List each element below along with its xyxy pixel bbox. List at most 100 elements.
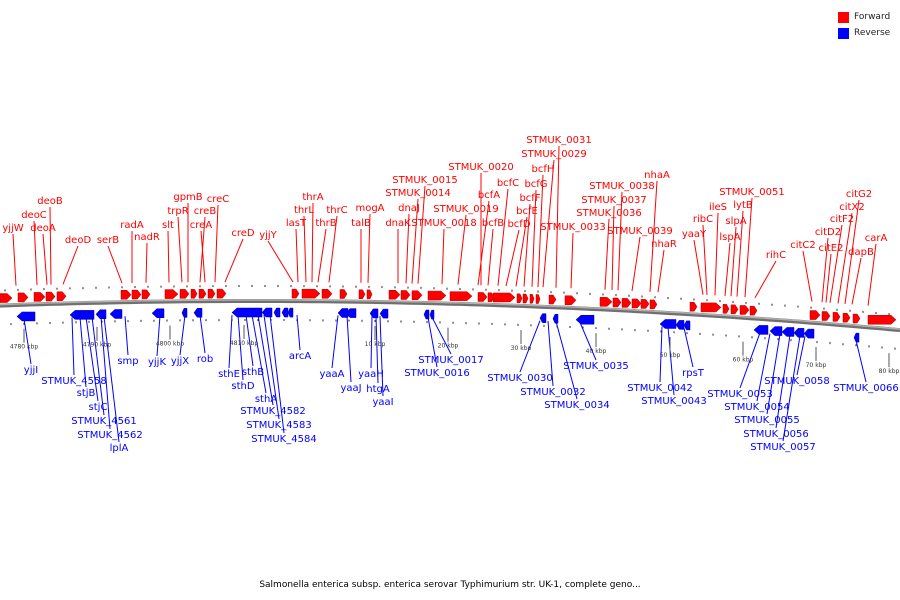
scale-label: 10 kbp bbox=[365, 341, 386, 348]
reverse-gene-label: STMUK_0032 bbox=[520, 387, 585, 398]
forward-gene-label: trpR bbox=[167, 206, 188, 217]
reverse-gene-label: stjC bbox=[89, 402, 108, 413]
forward-gene-label: citF2 bbox=[830, 214, 854, 225]
forward-gene-label: STMUK_0014 bbox=[385, 188, 450, 199]
reverse-gene-arrow bbox=[853, 332, 860, 343]
forward-gene-label: dnaJ bbox=[398, 203, 420, 214]
forward-gene-arrow bbox=[216, 288, 227, 299]
forward-gene-arrow bbox=[141, 289, 151, 300]
forward-gene-arrow bbox=[535, 294, 541, 304]
reverse-gene-arrow bbox=[753, 325, 769, 335]
forward-gene-label: STMUK_0039 bbox=[607, 226, 672, 237]
reverse-gene-label: STMUK_0017 bbox=[418, 355, 483, 366]
forward-gene-label: bcfE bbox=[516, 206, 538, 217]
forward-gene-label: STMUK_0015 bbox=[392, 175, 457, 186]
reverse-gene-label: STMUK_0030 bbox=[487, 373, 552, 384]
forward-gene-label: yjjW bbox=[2, 223, 23, 234]
forward-gene-label: dapB bbox=[848, 247, 874, 258]
forward-gene-label: carA bbox=[865, 233, 888, 244]
scale-label: 30 kbp bbox=[511, 345, 532, 352]
reverse-gene-label: STMUK_0055 bbox=[734, 415, 799, 426]
forward-gene-label: slpA bbox=[725, 216, 746, 227]
reverse-gene-arrow bbox=[781, 327, 795, 337]
reverse-gene-label: STMUK_4562 bbox=[77, 430, 142, 441]
reverse-gene-label: yaaJ bbox=[340, 383, 361, 394]
reverse-gene-label: yjjI bbox=[24, 365, 38, 376]
forward-gene-label: STMUK_0029 bbox=[521, 149, 586, 160]
genome-backbone bbox=[0, 299, 900, 333]
reverse-gene-arrow bbox=[539, 313, 547, 323]
reverse-gene-label: STMUK_4582 bbox=[240, 406, 305, 417]
forward-gene-arrow bbox=[522, 293, 529, 304]
forward-gene-arrow bbox=[749, 305, 758, 316]
forward-gene-arrow bbox=[516, 293, 523, 304]
forward-gene-arrow bbox=[321, 289, 333, 299]
forward-gene-label: deoA bbox=[30, 223, 56, 234]
forward-gene-arrow bbox=[120, 290, 132, 300]
reverse-gene-label: rpsT bbox=[682, 368, 705, 379]
forward-gene-arrow bbox=[17, 292, 29, 303]
forward-gene-label: citD2 bbox=[815, 227, 841, 238]
reverse-gene-arrow bbox=[16, 311, 36, 322]
forward-gene-arrow bbox=[689, 301, 698, 312]
reverse-gene-arrow bbox=[181, 308, 188, 318]
reverse-gene-label: sthD bbox=[231, 381, 254, 392]
reverse-gene-arrow bbox=[552, 313, 559, 324]
forward-gene-label: lspA bbox=[719, 232, 740, 243]
reverse-gene-label: yaaA bbox=[319, 369, 344, 380]
reverse-gene-arrow bbox=[769, 326, 783, 336]
forward-gene-label: radA bbox=[120, 220, 144, 231]
scale-label: 4780 kbp bbox=[10, 344, 38, 351]
forward-gene-label: serB bbox=[97, 235, 119, 246]
reverse-gene-label: STMUK_0066 bbox=[833, 383, 898, 394]
reverse-gene-label: STMUK_0054 bbox=[724, 402, 789, 413]
reverse-gene-label: yaaI bbox=[372, 397, 393, 408]
forward-gene-arrow bbox=[492, 292, 516, 303]
forward-gene-arrow bbox=[449, 291, 473, 301]
scale-label: 4800 kbp bbox=[156, 341, 184, 348]
forward-gene-arrow bbox=[339, 289, 348, 299]
reverse-gene-label: STMUK_4561 bbox=[71, 416, 136, 427]
forward-gene-label: deoB bbox=[37, 196, 63, 207]
gene-features bbox=[0, 285, 897, 350]
forward-gene-label: creA bbox=[190, 220, 213, 231]
forward-gene-arrow bbox=[529, 294, 535, 304]
reverse-gene-label: arcA bbox=[289, 351, 312, 362]
forward-gene-label: deoC bbox=[21, 210, 47, 221]
forward-gene-label: bcfC bbox=[497, 178, 519, 189]
forward-gene-label: thrB bbox=[315, 218, 336, 229]
scale-label: 80 kbp bbox=[879, 368, 900, 375]
forward-gene-arrow bbox=[631, 298, 642, 309]
forward-gene-arrow bbox=[301, 288, 321, 299]
forward-gene-label: deoD bbox=[65, 235, 92, 246]
forward-gene-label: bcfD bbox=[507, 219, 530, 230]
reverse-gene-arrow bbox=[193, 308, 203, 318]
scale-label: 4810 kbp bbox=[230, 340, 258, 347]
reverse-gene-arrow bbox=[69, 310, 95, 320]
scale-label: 4790 kbp bbox=[83, 342, 111, 349]
reverse-gene-arrow bbox=[675, 320, 685, 330]
forward-gene-label: STMUK_0020 bbox=[448, 162, 513, 173]
forward-gene-label: creD bbox=[231, 228, 255, 239]
forward-gene-arrow bbox=[190, 289, 198, 299]
reverse-gene-arrow bbox=[575, 314, 595, 325]
scale-label: 50 kbp bbox=[660, 352, 681, 359]
forward-gene-label: creB bbox=[194, 206, 217, 217]
reverse-gene-label: STMUK_4584 bbox=[251, 434, 316, 445]
forward-gene-arrow bbox=[427, 290, 447, 301]
forward-gene-arrow bbox=[358, 289, 366, 300]
label-leader-lines bbox=[12, 145, 877, 443]
reverse-gene-label: STMUK_0034 bbox=[544, 400, 609, 411]
reverse-gene-label: rob bbox=[197, 354, 213, 365]
reverse-gene-label: STMUK_0035 bbox=[563, 361, 628, 372]
forward-gene-label: citG2 bbox=[846, 189, 872, 200]
reverse-gene-label: STMUK_0056 bbox=[743, 429, 808, 440]
reverse-gene-arrow bbox=[273, 307, 281, 318]
forward-gene-label: talB bbox=[351, 218, 371, 229]
forward-gene-arrow bbox=[131, 289, 142, 300]
reverse-gene-arrow bbox=[281, 307, 289, 318]
forward-gene-label: mogA bbox=[355, 203, 384, 214]
forward-gene-label: gpmB bbox=[173, 192, 202, 203]
